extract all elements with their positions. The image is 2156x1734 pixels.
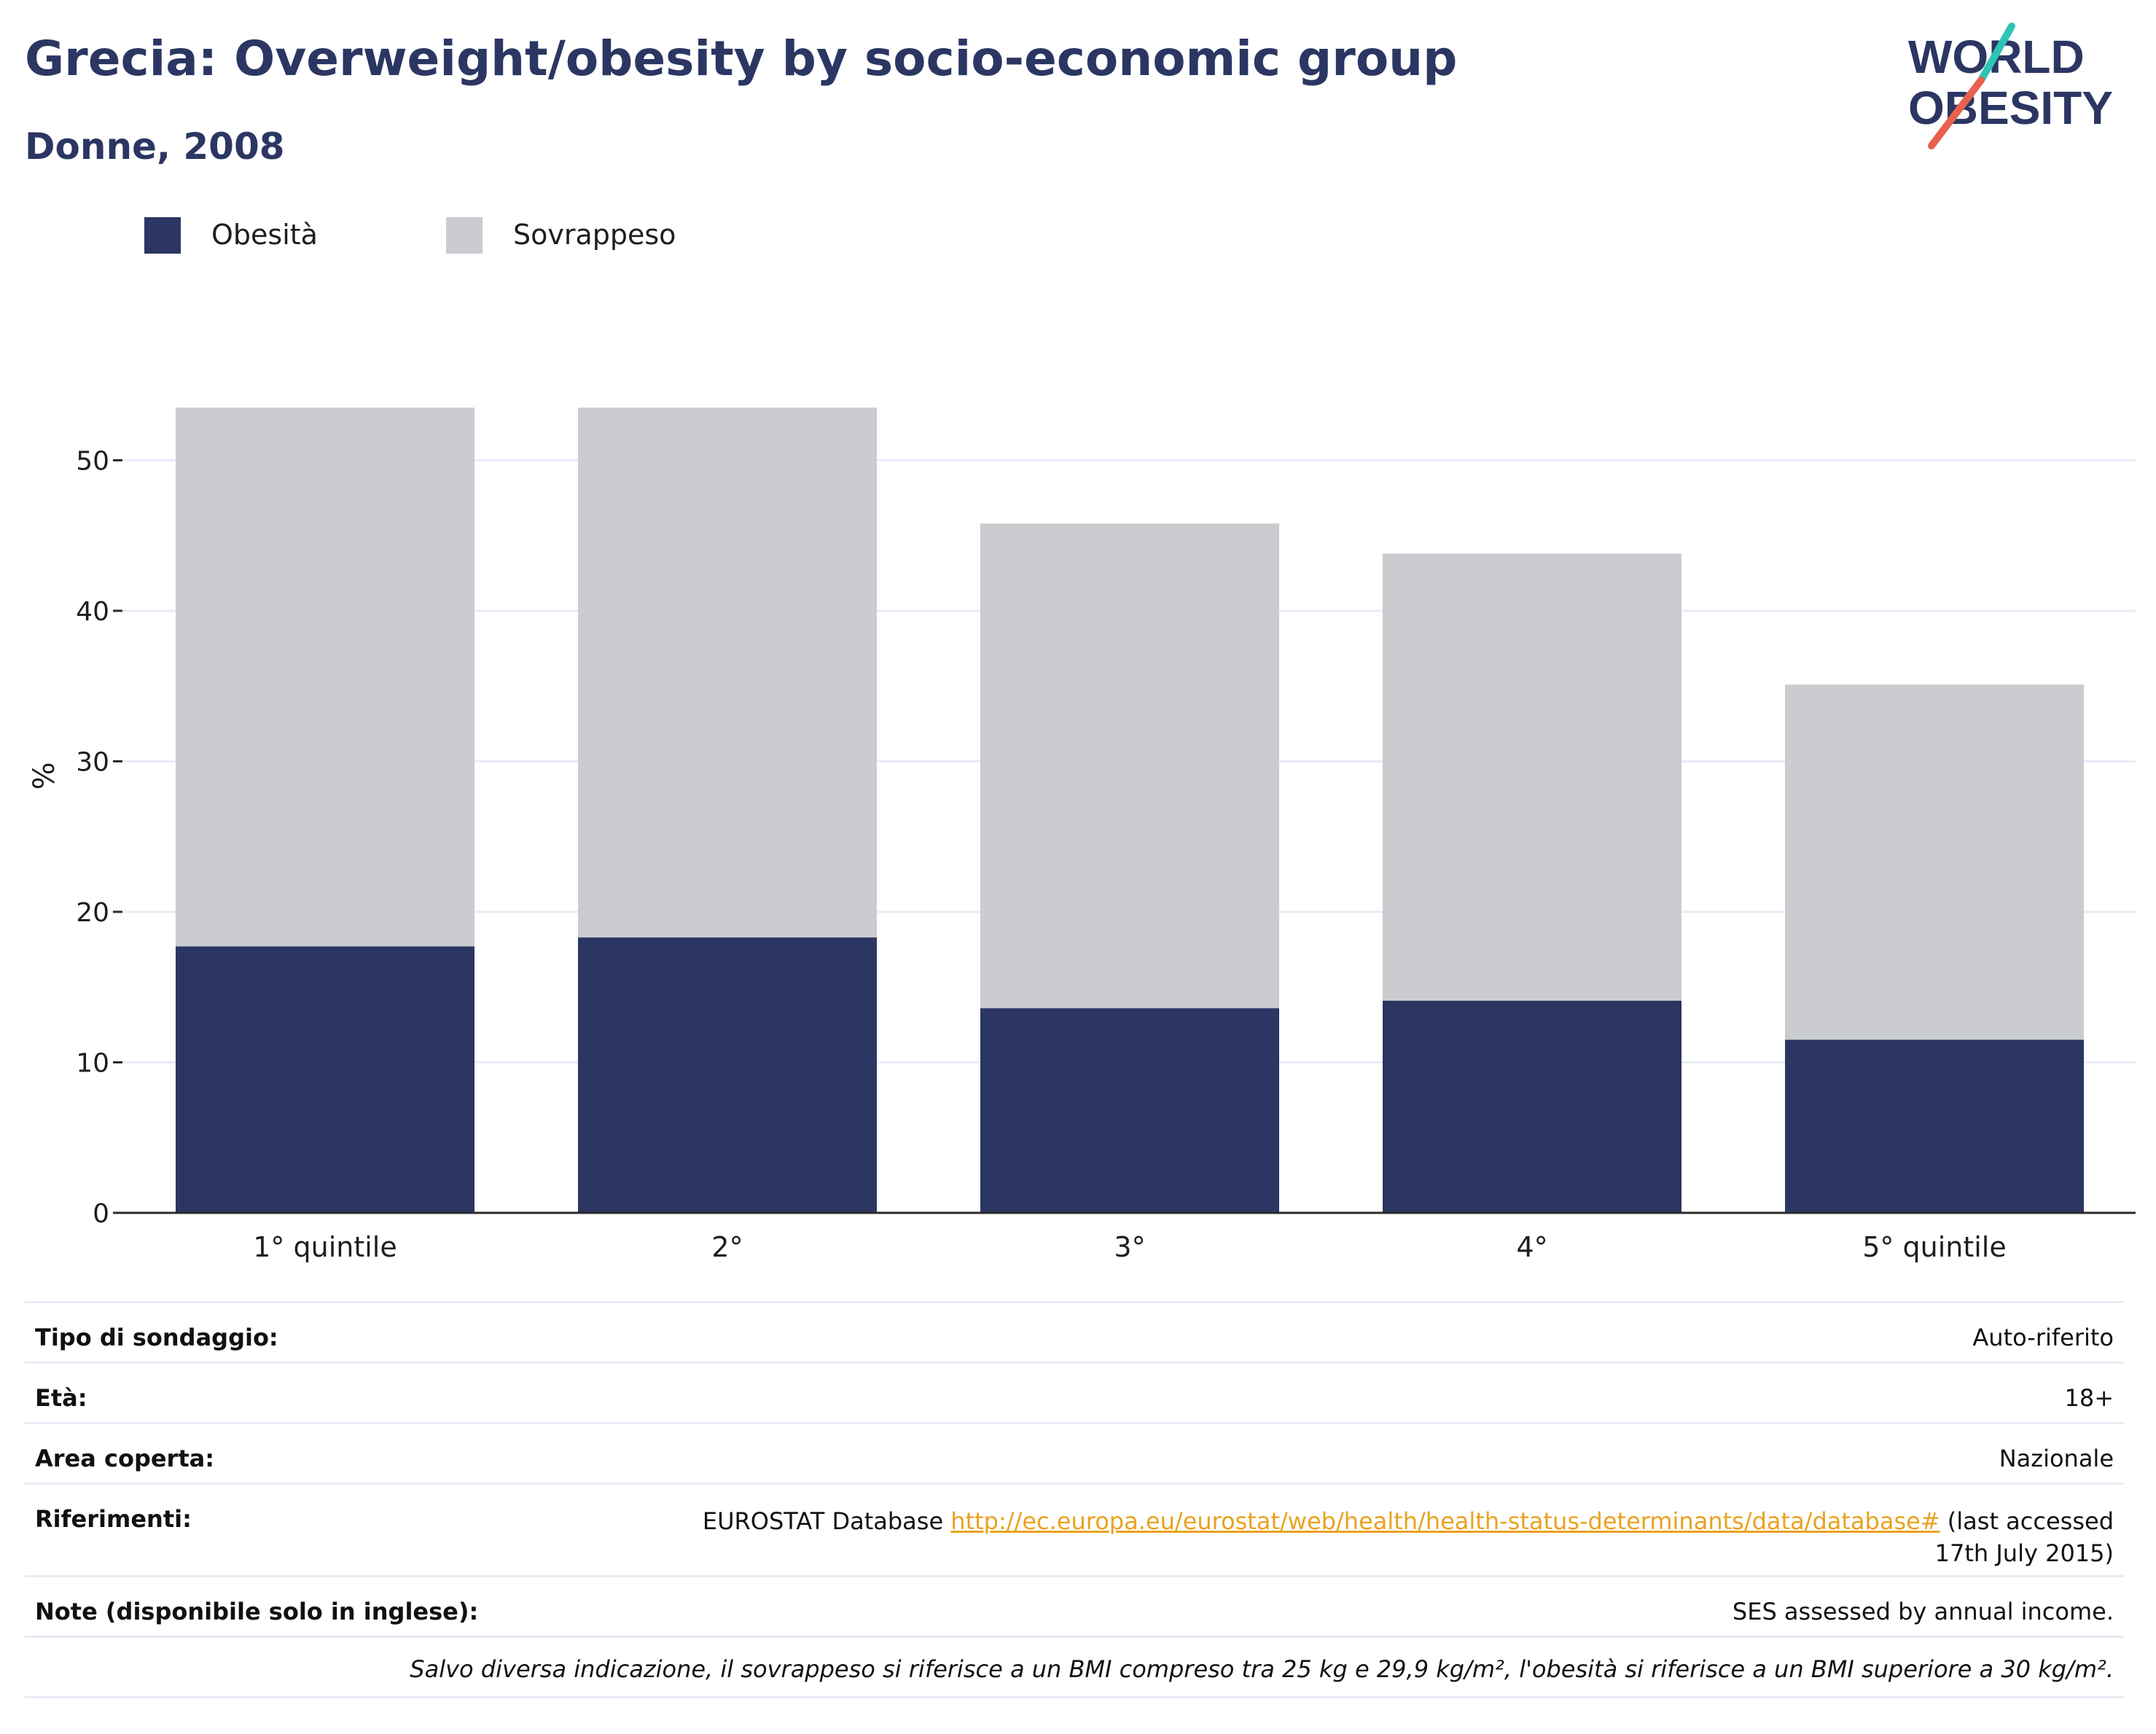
references-suffix: (last accessed 17th July 2015) xyxy=(1934,1507,2114,1567)
x-tick-label: 4° xyxy=(1516,1231,1547,1263)
bar-obesity xyxy=(1785,1039,2084,1213)
chart-subtitle: Donne, 2008 xyxy=(25,125,285,168)
bar-overweight xyxy=(1785,684,2084,1040)
info-value-survey-type: Auto-riferito xyxy=(1972,1324,2114,1351)
info-label-notes: Note (disponibile solo in inglese): xyxy=(35,1598,479,1625)
info-row-notes: Note (disponibile solo in inglese): SES … xyxy=(25,1575,2124,1636)
bmi-footnote: Salvo diversa indicazione, il sovrappeso… xyxy=(25,1636,2124,1698)
bmi-footnote-text: Salvo diversa indicazione, il sovrappeso… xyxy=(410,1655,2114,1683)
bar-overweight xyxy=(578,407,877,938)
info-label-age: Età: xyxy=(35,1384,87,1412)
logo-slash-red xyxy=(1928,77,1985,149)
y-axis-label: % xyxy=(28,762,61,789)
info-value-references: EUROSTAT Database http://ec.europa.eu/eu… xyxy=(656,1505,2114,1569)
info-label-references: Riferimenti: xyxy=(35,1505,192,1533)
info-label-area: Area coperta: xyxy=(35,1445,215,1472)
bar-obesity xyxy=(176,946,474,1213)
y-tick-label: 20 xyxy=(76,898,109,928)
bar-overweight xyxy=(1383,553,1682,1001)
y-tick-label: 0 xyxy=(93,1199,109,1229)
stacked-bar-chart: 0 10 20 30 40 50% 1° quintile 2° 3° 4° 5° quintile xyxy=(28,407,2136,1263)
chart-title: Grecia: Overweight/obesity by socio-econ… xyxy=(25,31,1458,87)
x-tick-label: 1° quintile xyxy=(253,1231,397,1263)
x-tick-label: 2° xyxy=(711,1231,743,1263)
info-row-survey-type: Tipo di sondaggio: Auto-riferito xyxy=(25,1301,2124,1362)
references-link[interactable]: http://ec.europa.eu/eurostat/web/health/… xyxy=(950,1507,1940,1535)
logo-slash-teal xyxy=(1977,23,2015,84)
bar-obesity xyxy=(1383,1000,1682,1213)
info-row-age: Età: 18+ xyxy=(25,1362,2124,1422)
info-value-area: Nazionale xyxy=(1999,1445,2114,1472)
info-table: Tipo di sondaggio: Auto-riferito Età: 18… xyxy=(25,1301,2124,1698)
bar-overweight xyxy=(980,523,1279,1009)
x-tick-label: 5° quintile xyxy=(1862,1231,2007,1263)
y-tick-label: 50 xyxy=(76,447,109,477)
legend-label-overweight: Sovrappeso xyxy=(513,219,676,251)
legend-swatch-overweight xyxy=(446,217,483,254)
info-row-references: Riferimenti: EUROSTAT Database http://ec… xyxy=(25,1483,2124,1575)
legend-label-obesity: Obesità xyxy=(211,219,318,251)
info-label-survey-type: Tipo di sondaggio: xyxy=(35,1324,278,1351)
legend-swatch-obesity xyxy=(144,217,181,254)
bar-obesity xyxy=(578,937,877,1213)
y-tick-label: 30 xyxy=(76,748,109,778)
references-prefix: EUROSTAT Database xyxy=(702,1507,951,1535)
logo-line-2: OBESITY xyxy=(1908,82,2113,134)
bar-overweight xyxy=(176,407,474,947)
bar-obesity xyxy=(980,1008,1279,1213)
x-tick-label: 3° xyxy=(1114,1231,1145,1263)
y-tick-label: 40 xyxy=(76,597,109,627)
world-obesity-logo: WORLD OBESITY xyxy=(1908,23,2113,149)
info-value-age: 18+ xyxy=(2064,1384,2114,1412)
info-value-notes: SES assessed by annual income. xyxy=(1732,1598,2114,1625)
y-tick-label: 10 xyxy=(76,1049,109,1079)
info-row-area: Area coperta: Nazionale xyxy=(25,1422,2124,1483)
